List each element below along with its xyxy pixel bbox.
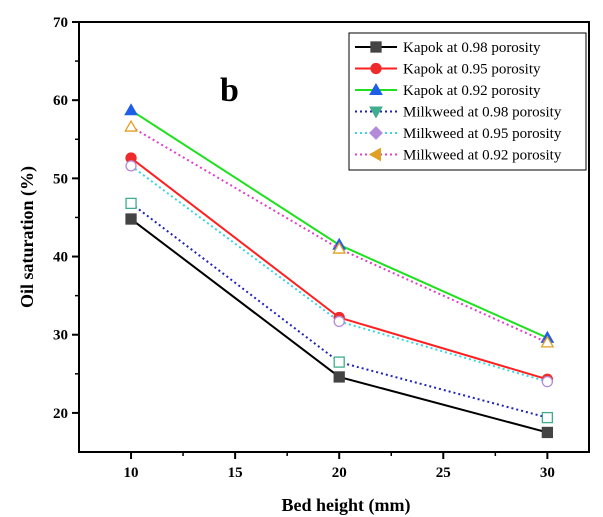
legend-marker (369, 82, 383, 95)
y-tick-label: 30 (53, 328, 68, 344)
panel-label: b (220, 72, 239, 109)
legend: Kapok at 0.98 porosity Kapok at 0.95 poro… (348, 32, 587, 171)
plot-frame (78, 21, 590, 453)
series-4 (125, 197, 554, 424)
x-tick-label: 25 (436, 465, 451, 481)
data-point (125, 213, 137, 225)
series-1 (125, 213, 554, 439)
data-point (541, 375, 554, 388)
legend-box (348, 32, 587, 171)
data-point (124, 103, 138, 116)
data-point (333, 356, 345, 368)
x-tick-label: 10 (124, 465, 139, 481)
legend-label: Milkweed at 0.92 porosity (403, 148, 562, 164)
series-layer (124, 103, 555, 439)
x-tick-label: 15 (228, 465, 243, 481)
legend-marker (369, 106, 383, 119)
legend-label: Milkweed at 0.95 porosity (403, 126, 562, 142)
series-2 (125, 152, 554, 385)
x-tick-label: 20 (332, 465, 347, 481)
y-tick-label: 50 (53, 171, 68, 187)
y-tick-label: 60 (53, 93, 68, 109)
legend-marker (368, 147, 381, 162)
legend-item: Kapok at 0.98 porosity (355, 40, 541, 56)
x-axis-title: Bed height (mm) (282, 495, 411, 516)
data-point (124, 119, 138, 132)
x-tick-label: 30 (540, 465, 555, 481)
axes: 10 15 20 25 30 20 30 40 50 60 70 (53, 15, 590, 481)
data-point (125, 197, 137, 210)
data-point (541, 411, 554, 424)
legend-label: Milkweed at 0.98 porosity (403, 105, 562, 121)
y-tick-label: 20 (53, 406, 68, 422)
legend-item: Milkweed at 0.92 porosity (355, 148, 562, 164)
series-line (130, 165, 548, 383)
legend-item: Kapok at 0.92 porosity (355, 82, 541, 99)
legend-item: Milkweed at 0.98 porosity (355, 105, 562, 121)
data-point (125, 160, 137, 172)
data-point (333, 315, 345, 328)
legend-marker (370, 41, 382, 53)
legend-marker (369, 126, 383, 140)
legend-marker (370, 62, 382, 75)
legend-label: Kapok at 0.95 porosity (403, 62, 541, 78)
series-line (130, 157, 548, 381)
data-point (332, 241, 347, 254)
y-axis-title: Oil saturation (%) (17, 166, 38, 308)
y-tick-label: 40 (53, 250, 68, 266)
legend-label: Kapok at 0.92 porosity (403, 83, 541, 99)
data-point (540, 335, 555, 348)
y-tick-label: 70 (53, 15, 68, 31)
series-5 (125, 160, 554, 388)
series-6 (124, 119, 555, 348)
legend-item: Milkweed at 0.95 porosity (355, 126, 562, 142)
legend-item: Kapok at 0.95 porosity (355, 62, 541, 78)
data-point (333, 371, 345, 383)
data-point (541, 426, 554, 439)
legend-label: Kapok at 0.98 porosity (403, 40, 541, 56)
